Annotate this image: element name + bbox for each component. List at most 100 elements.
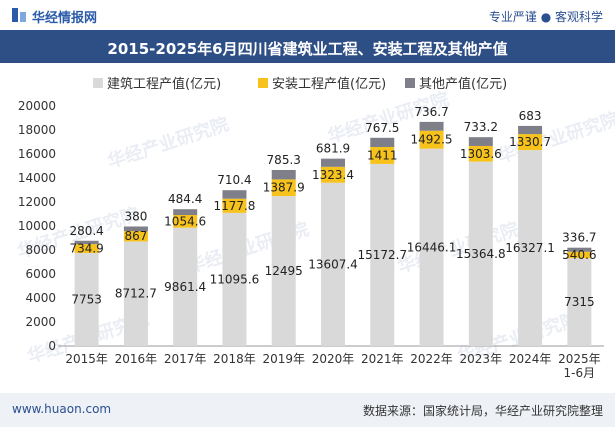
data-source: 数据来源：国家统计局，华经产业研究院整理 [362,404,603,418]
data-label: 767.5 [365,121,399,135]
x-tick-label: 2019年 [262,352,305,366]
y-tick-label: 8000 [25,243,56,257]
bar-segment [321,182,345,346]
y-tick-label: 4000 [25,291,56,305]
legend-label: 安装工程产值(亿元) [272,76,386,92]
data-label: 1387.9 [263,181,305,195]
x-tick-label: 2021年 [361,352,404,366]
bar-segment [567,258,592,346]
data-label: 785.3 [267,153,301,167]
data-label: 681.9 [316,142,350,156]
bar-segment [370,137,395,147]
data-label: 736.7 [414,105,448,119]
x-tick-label: 2020年 [312,352,355,366]
data-label: 280.4 [69,224,103,238]
bar-segment [370,146,395,164]
data-label: 16327.1 [505,241,555,255]
site-url[interactable]: www.huaon.com [12,402,112,416]
data-label: 11095.6 [210,272,260,286]
data-label: 1054.6 [164,214,206,228]
x-tick-label: 2017年 [164,352,207,366]
x-tick-label: 2024年 [509,352,552,366]
bar-segment [173,209,198,216]
x-tick-label: 2025年 [558,352,601,366]
bar-segment [173,215,198,228]
bar-segment [419,121,444,131]
bar-segment [321,158,345,167]
x-tick-label: 2022年 [410,352,453,366]
bar-segment [271,179,296,197]
title-bar [0,30,615,63]
footer-bar [0,393,615,427]
bar-segment [468,137,493,146]
bar-segment [74,252,99,346]
data-label: 540.6 [562,248,596,262]
data-label: 867 [124,229,147,243]
bar-segment [222,190,247,199]
data-label: 1303.6 [460,147,502,161]
bar-segment [321,166,345,183]
data-label: 15172.7 [357,248,407,262]
y-tick-label: 10000 [18,219,56,233]
legend-label: 其他产值(亿元) [419,76,507,92]
watermark-text: 华经产业研究院 [105,113,232,173]
bar-segment [518,134,543,151]
bar-segment [123,231,148,242]
data-label: 1177.8 [213,199,255,213]
x-tick-label: 2016年 [115,352,158,366]
x-tick-label: 1-6月 [564,366,596,380]
data-label: 336.7 [562,231,596,245]
bar-segment [468,161,493,346]
bar-segment [271,169,296,180]
x-tick-label: 2023年 [460,352,503,366]
data-label: 1323.4 [312,168,354,182]
data-label: 734.9 [69,242,103,256]
bar-segment [567,247,592,252]
legend-swatch [405,78,415,88]
chart-title: 2015-2025年6月四川省建筑业工程、安装工程及其他产值 [107,40,508,58]
data-label: 9861.4 [164,280,206,294]
bar-segment [567,251,592,259]
y-tick-label: 12000 [18,195,56,209]
brand-name: 华经情报网 [32,11,98,26]
y-tick-label: 6000 [25,267,56,281]
top-bar: 华经情报网 专业严谨 ● 客观科学 [0,0,615,30]
y-tick-label: 16000 [18,147,56,161]
tagline: 专业严谨 ● 客观科学 [488,10,603,24]
data-label: 16446.1 [407,240,457,254]
huajing-logo-icon [12,8,26,22]
data-label: 710.4 [217,173,251,187]
data-label: 733.2 [464,120,498,134]
data-label: 15364.8 [456,247,506,261]
bar-segment [74,240,99,245]
legend-swatch [93,78,103,88]
y-tick-label: 18000 [18,123,56,137]
bar-segment [222,212,247,346]
bar-segment [222,198,247,213]
bar-segment [518,150,543,346]
y-tick-label: 14000 [18,171,56,185]
data-label: 484.4 [168,192,202,206]
data-label: 13607.4 [308,257,358,271]
bar-segment [123,241,148,346]
bar-segment [419,148,444,346]
legend-label: 建筑工程产值(亿元) [107,76,221,92]
data-label: 8712.7 [115,287,157,301]
data-label: 1411 [367,148,398,162]
bar-segment [74,244,99,253]
data-label: 7753 [71,292,102,306]
data-label: 1330.7 [509,135,551,149]
bar-segment [419,130,444,149]
data-label: 12495 [265,264,303,278]
legend-swatch [258,78,268,88]
bar-segment [123,226,148,232]
bar-segment [518,125,543,135]
bar-segment [468,145,493,162]
y-tick-label: 20000 [18,99,56,113]
bar-segment [271,196,296,346]
x-tick-label: 2018年 [213,352,256,366]
y-tick-label: 0 [48,339,56,353]
data-label: 380 [124,209,147,223]
y-tick-label: 2000 [25,315,56,329]
